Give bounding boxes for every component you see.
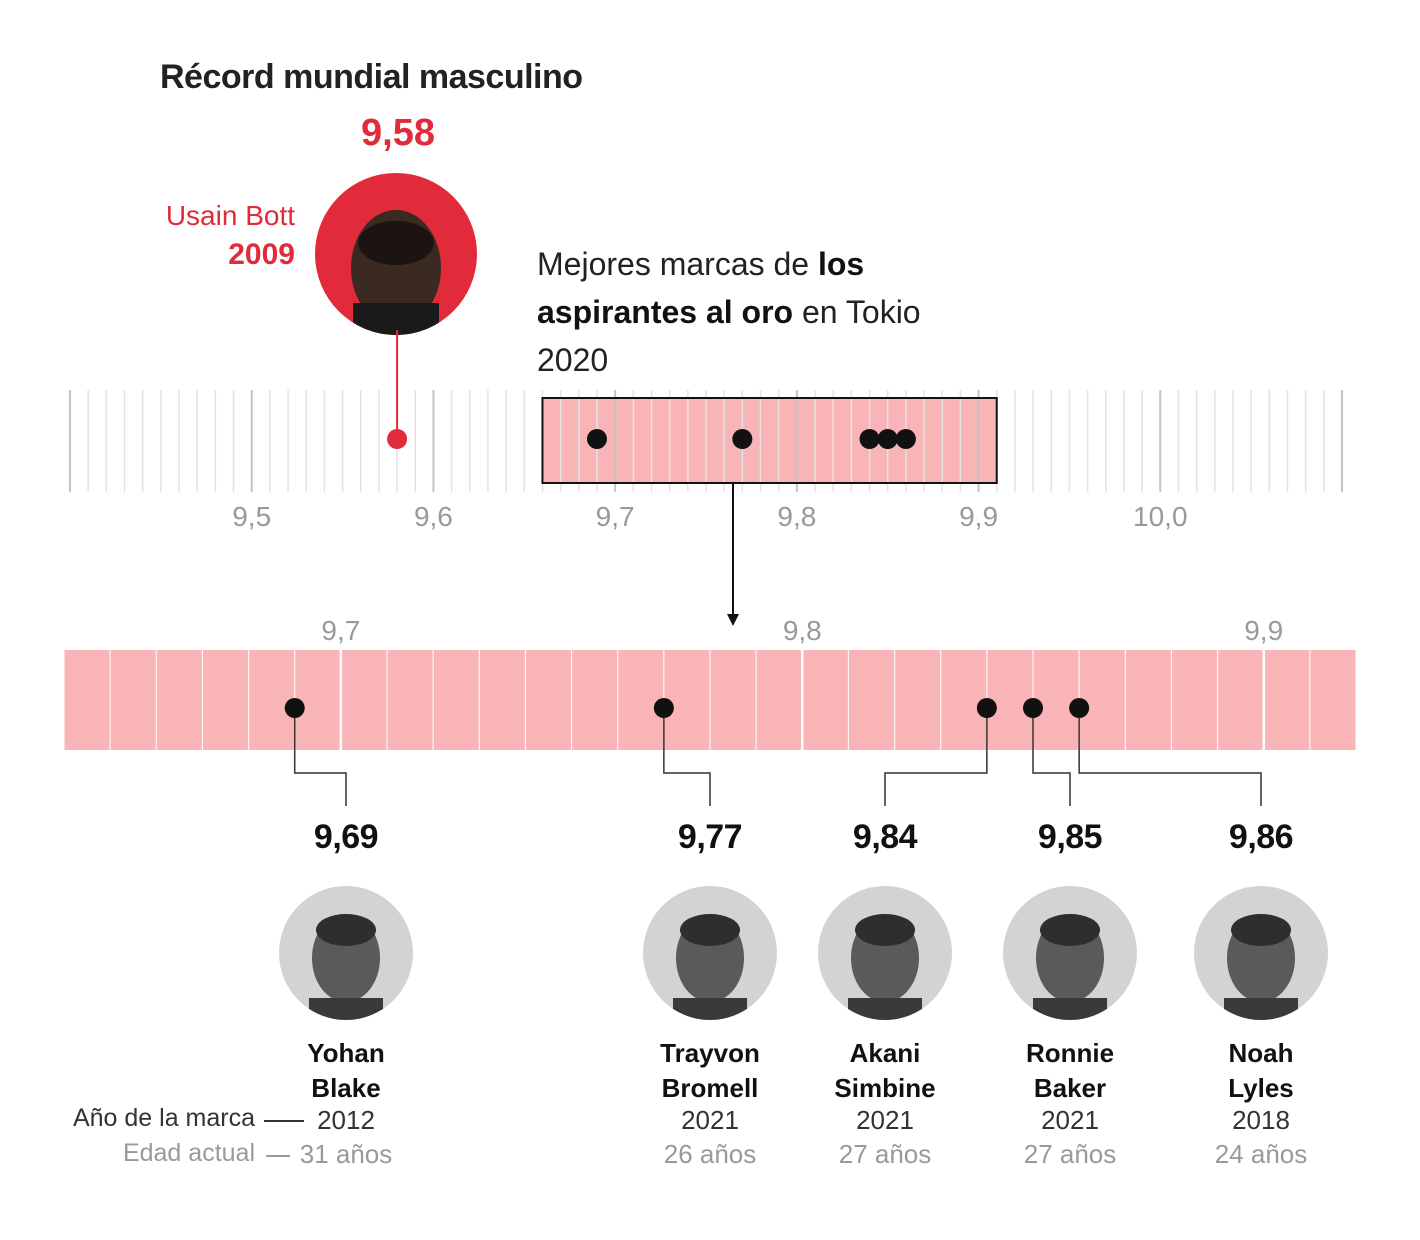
athlete-record-year: 2012	[317, 1105, 375, 1135]
athlete-age: 27 años	[1023, 1139, 1117, 1169]
legend-age-dash	[266, 1155, 290, 1157]
athlete-portrait	[818, 886, 952, 1020]
overview-tick-label: 9,6	[414, 501, 453, 532]
athlete-time: 9,85	[1037, 818, 1103, 856]
zoom-tick-label: 9,9	[1244, 615, 1283, 646]
zoom-point	[653, 698, 674, 718]
athlete-portrait	[1194, 886, 1328, 1020]
chart-subtitle: Mejores marcas de los aspirantes al oro …	[537, 240, 937, 384]
leader-line	[1032, 708, 1071, 806]
legend-year-dash	[264, 1120, 304, 1122]
athlete-time: 9,84	[852, 818, 918, 856]
subtitle-bold: los aspirantes al oro	[537, 246, 865, 330]
athlete-portrait	[643, 886, 777, 1020]
athlete-last-name: Lyles	[1228, 1073, 1294, 1103]
athlete-record-year: 2021	[1041, 1105, 1099, 1135]
overview-point	[895, 429, 916, 449]
athlete-portrait	[1003, 886, 1137, 1020]
leader-line	[1078, 708, 1262, 806]
record-dot	[387, 429, 408, 449]
overview-point	[877, 429, 898, 449]
overview-tick-label: 9,5	[232, 501, 271, 532]
athlete-record-year: 2021	[856, 1105, 914, 1135]
subtitle-part1: Mejores marcas de	[537, 246, 818, 282]
athlete-last-name: Blake	[311, 1073, 381, 1103]
overview-tick-label: 9,8	[777, 501, 816, 532]
overview-tick-label: 9,9	[959, 501, 998, 532]
athlete-last-name: Bromell	[661, 1073, 759, 1103]
athlete-age: 27 años	[838, 1139, 932, 1169]
zoom-tick-label: 9,8	[783, 615, 822, 646]
overview-point	[859, 429, 880, 449]
zoom-point	[1069, 698, 1090, 718]
athlete-first-name: Yohan	[307, 1038, 385, 1068]
record-athlete: Usain Bott	[165, 200, 295, 231]
leader-line	[884, 708, 988, 806]
subtitle-part2: en Tokio 2020	[537, 294, 921, 378]
chart-title: Récord mundial masculino	[160, 58, 583, 96]
zoom-arrow-head	[727, 614, 739, 626]
athlete-last-name: Baker	[1033, 1073, 1107, 1103]
athlete-first-name: Trayvon	[660, 1038, 760, 1068]
athlete-age: 26 años	[663, 1139, 757, 1169]
athlete-last-name: Simbine	[834, 1073, 936, 1103]
athlete-time: 9,69	[313, 818, 379, 856]
athlete-age: 24 años	[1214, 1139, 1308, 1169]
overview-highlight-outline	[541, 397, 998, 484]
zoom-point	[284, 698, 305, 718]
leader-line	[663, 708, 711, 806]
zoom-point	[976, 698, 997, 718]
athlete-time: 9,77	[677, 818, 743, 856]
athlete-age: 31 años	[299, 1139, 393, 1169]
athlete-time: 9,86	[1228, 818, 1294, 856]
athlete-first-name: Noah	[1228, 1038, 1294, 1068]
overview-highlight-band	[542, 398, 997, 483]
overview-point	[732, 429, 753, 449]
legend-year-label: Año de la marca	[72, 1104, 255, 1132]
legend-age-label: Edad actual	[122, 1139, 255, 1167]
zoom-point	[1023, 698, 1043, 718]
overview-point	[586, 429, 607, 449]
record-value: 9,58	[361, 112, 435, 154]
athlete-first-name: Akani	[849, 1038, 921, 1068]
overview-tick-label: 9,7	[596, 501, 635, 532]
athlete-portrait	[279, 886, 413, 1020]
leader-line	[293, 708, 347, 806]
usain-bolt-portrait	[315, 173, 477, 335]
overview-tick-label: 10,0	[1133, 501, 1188, 532]
zoom-tick-label: 9,7	[321, 615, 360, 646]
record-year: 2009	[228, 238, 295, 271]
athlete-record-year: 2018	[1232, 1105, 1290, 1135]
athlete-first-name: Ronnie	[1025, 1038, 1115, 1068]
athlete-record-year: 2021	[681, 1105, 739, 1135]
